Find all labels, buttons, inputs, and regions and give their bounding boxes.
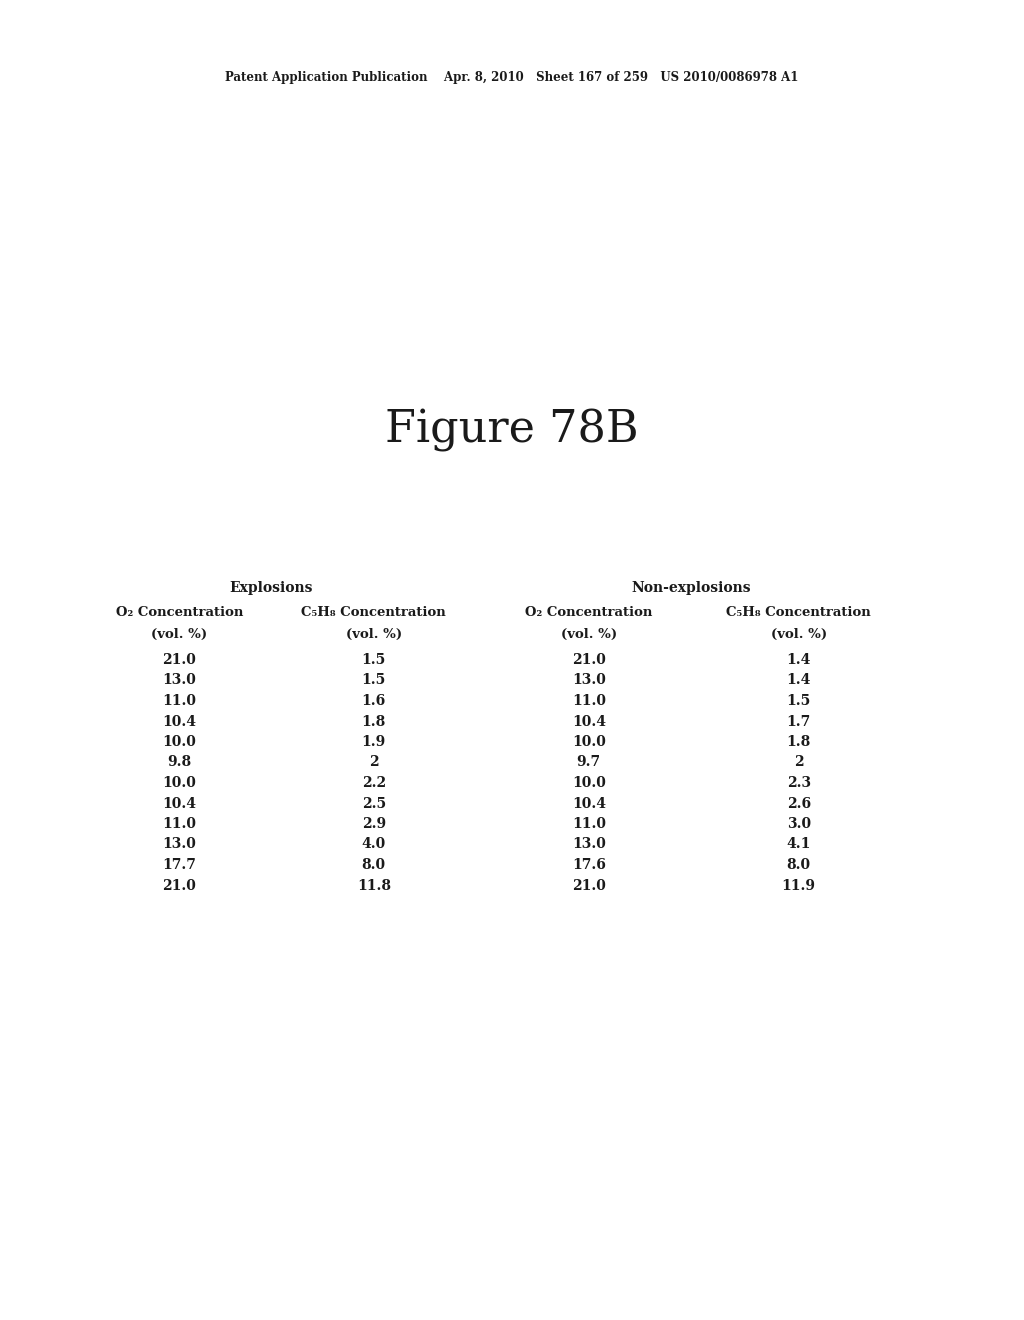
Text: 8.0: 8.0 — [361, 858, 386, 873]
Text: 1.5: 1.5 — [361, 653, 386, 667]
Text: 10.0: 10.0 — [162, 735, 197, 748]
Text: (vol. %): (vol. %) — [561, 627, 616, 640]
Text: 11.0: 11.0 — [162, 817, 197, 832]
Text: 11.8: 11.8 — [356, 879, 391, 892]
Text: 11.0: 11.0 — [571, 817, 606, 832]
Text: 11.0: 11.0 — [162, 694, 197, 708]
Text: 10.0: 10.0 — [162, 776, 197, 789]
Text: 1.7: 1.7 — [786, 714, 811, 729]
Text: 13.0: 13.0 — [162, 837, 197, 851]
Text: 1.6: 1.6 — [361, 694, 386, 708]
Text: 3.0: 3.0 — [786, 817, 811, 832]
Text: 10.4: 10.4 — [571, 714, 606, 729]
Text: Patent Application Publication    Apr. 8, 2010   Sheet 167 of 259   US 2010/0086: Patent Application Publication Apr. 8, 2… — [225, 71, 799, 84]
Text: 1.4: 1.4 — [786, 653, 811, 667]
Text: 4.0: 4.0 — [361, 837, 386, 851]
Text: Non-explosions: Non-explosions — [632, 581, 751, 595]
Text: 2.9: 2.9 — [361, 817, 386, 832]
Text: Explosions: Explosions — [229, 581, 313, 595]
Text: 9.7: 9.7 — [577, 755, 601, 770]
Text: 13.0: 13.0 — [571, 673, 606, 688]
Text: (vol. %): (vol. %) — [152, 627, 207, 640]
Text: 1.8: 1.8 — [786, 735, 811, 748]
Text: 13.0: 13.0 — [571, 837, 606, 851]
Text: O₂ Concentration: O₂ Concentration — [525, 606, 652, 619]
Text: 10.0: 10.0 — [571, 735, 606, 748]
Text: 10.0: 10.0 — [571, 776, 606, 789]
Text: 11.0: 11.0 — [571, 694, 606, 708]
Text: 21.0: 21.0 — [162, 653, 197, 667]
Text: 21.0: 21.0 — [162, 879, 197, 892]
Text: O₂ Concentration: O₂ Concentration — [116, 606, 243, 619]
Text: 2.5: 2.5 — [361, 796, 386, 810]
Text: (vol. %): (vol. %) — [771, 627, 826, 640]
Text: 2: 2 — [369, 755, 379, 770]
Text: 1.9: 1.9 — [361, 735, 386, 748]
Text: C₅H₈ Concentration: C₅H₈ Concentration — [301, 606, 446, 619]
Text: 1.5: 1.5 — [361, 673, 386, 688]
Text: 21.0: 21.0 — [571, 879, 606, 892]
Text: C₅H₈ Concentration: C₅H₈ Concentration — [726, 606, 871, 619]
Text: 9.8: 9.8 — [167, 755, 191, 770]
Text: 2.6: 2.6 — [786, 796, 811, 810]
Text: 1.4: 1.4 — [786, 673, 811, 688]
Text: 17.7: 17.7 — [162, 858, 197, 873]
Text: 10.4: 10.4 — [571, 796, 606, 810]
Text: 21.0: 21.0 — [571, 653, 606, 667]
Text: Figure 78B: Figure 78B — [385, 408, 639, 451]
Text: 13.0: 13.0 — [162, 673, 197, 688]
Text: 2.3: 2.3 — [786, 776, 811, 789]
Text: 10.4: 10.4 — [162, 796, 197, 810]
Text: 17.6: 17.6 — [571, 858, 606, 873]
Text: 8.0: 8.0 — [786, 858, 811, 873]
Text: 4.1: 4.1 — [786, 837, 811, 851]
Text: 2: 2 — [794, 755, 804, 770]
Text: 10.4: 10.4 — [162, 714, 197, 729]
Text: 2.2: 2.2 — [361, 776, 386, 789]
Text: 1.5: 1.5 — [786, 694, 811, 708]
Text: 11.9: 11.9 — [781, 879, 816, 892]
Text: 1.8: 1.8 — [361, 714, 386, 729]
Text: (vol. %): (vol. %) — [346, 627, 401, 640]
